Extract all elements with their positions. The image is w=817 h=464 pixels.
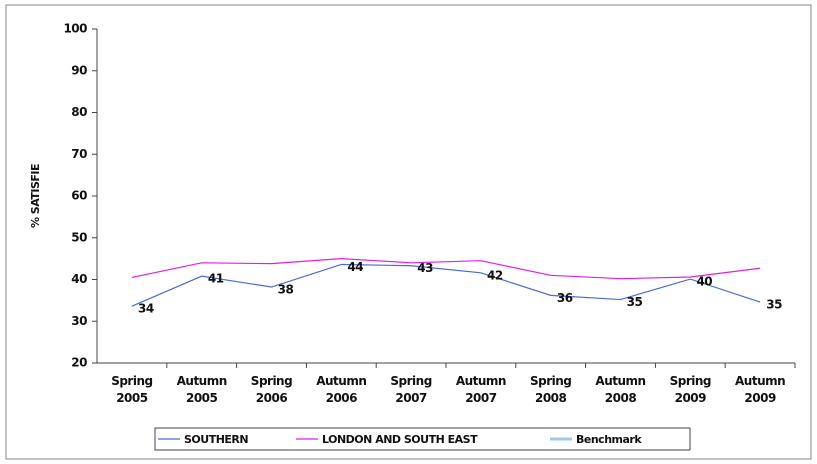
x-tick-label: Autumn 2005: [177, 374, 227, 405]
data-label: 36: [557, 291, 573, 305]
y-tick-label: 100: [63, 22, 87, 36]
y-tick-label: 30: [71, 314, 87, 328]
y-tick-label: 70: [71, 147, 87, 161]
data-label: 35: [766, 298, 782, 312]
data-label: 35: [627, 295, 643, 309]
chart-border: [5, 4, 812, 460]
x-tick-label: Autumn 2009: [735, 374, 785, 405]
data-label: 42: [487, 268, 503, 282]
data-label: 38: [278, 283, 294, 297]
x-tick-label: Spring 2009: [670, 374, 711, 405]
x-tick-label: Spring 2005: [111, 374, 152, 405]
x-tick-label: Autumn 2007: [456, 374, 506, 405]
y-axis-label: % SATISFIE: [29, 164, 42, 228]
legend-label: Benchmark: [576, 433, 642, 446]
x-tick-label: Autumn 2008: [595, 374, 645, 405]
y-tick-label: 80: [71, 105, 87, 119]
data-label: 44: [347, 260, 363, 274]
x-tick-label: Spring 2006: [251, 374, 292, 405]
data-label: 34: [138, 302, 154, 316]
data-label: 41: [208, 272, 224, 286]
legend-box: [154, 427, 691, 451]
y-tick-label: 50: [71, 230, 87, 244]
x-tick-label: Spring 2008: [530, 374, 571, 405]
legend-label: LONDON AND SOUTH EAST: [322, 433, 478, 446]
series-line: [131, 258, 761, 280]
x-tick-label: Autumn 2006: [316, 374, 366, 405]
y-tick-label: 40: [71, 272, 87, 286]
y-tick-label: 90: [71, 63, 87, 77]
data-label: 40: [696, 275, 712, 289]
y-tick-label: 60: [71, 189, 87, 203]
series-line: [131, 263, 761, 307]
data-label: 43: [417, 261, 433, 275]
y-tick-label: 20: [71, 356, 87, 370]
legend-label: SOUTHERN: [184, 433, 248, 446]
x-tick-label: Spring 2007: [390, 374, 431, 405]
